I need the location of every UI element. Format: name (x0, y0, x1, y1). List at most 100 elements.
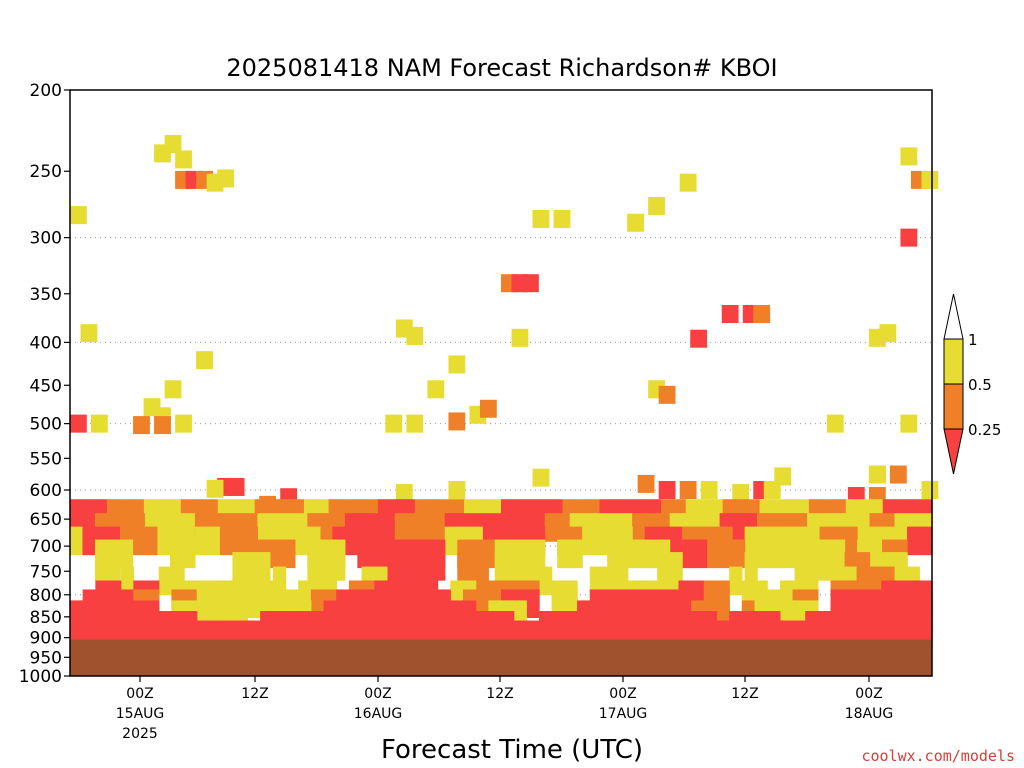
ri-cell (175, 150, 192, 169)
ri-cell (719, 539, 733, 569)
legend-level-label: 1 (968, 331, 978, 349)
y-tick-label: 700 (30, 537, 62, 557)
legend-swatch-0-5-1 (943, 338, 964, 385)
ri-cell (879, 324, 897, 343)
x-tick-year: 2025 (122, 726, 158, 742)
ri-cell (182, 539, 196, 569)
ri-cell (569, 539, 583, 569)
x-tick-date: 15AUG (116, 706, 165, 722)
y-tick-label: 300 (30, 229, 62, 249)
ri-cell (900, 147, 918, 166)
ri-cell (589, 566, 604, 596)
ri-cell (344, 526, 358, 556)
ri-cell (444, 526, 458, 556)
ri-cell (769, 539, 783, 569)
ri-cell (682, 539, 696, 569)
ri-cell (219, 526, 234, 556)
ri-cell (819, 552, 833, 581)
ri-cell (921, 481, 939, 500)
ri-cell (564, 589, 578, 619)
legend-level-label: 0.25 (968, 421, 1001, 439)
ri-cell (448, 412, 466, 431)
ri-cell (158, 566, 173, 596)
y-tick-label: 350 (30, 285, 62, 305)
ri-cell (869, 539, 883, 569)
ri-cell (844, 526, 858, 556)
ri-cell (732, 484, 750, 503)
ri-cell (175, 414, 192, 433)
ri-cell (294, 526, 308, 556)
ri-cell (91, 414, 108, 433)
y-tick-label: 900 (30, 629, 62, 649)
ri-cell (594, 526, 608, 556)
ri-cell (679, 173, 697, 192)
ri-cell (307, 552, 321, 581)
ri-cell (732, 539, 746, 569)
ri-cell (157, 526, 171, 556)
ri-cell (119, 539, 134, 569)
y-tick-label: 550 (30, 449, 62, 469)
chart-title: 2025081418 NAM Forecast Richardson# KBOI (226, 54, 777, 82)
ri-cell (900, 414, 918, 433)
ri-cell (257, 552, 271, 581)
ri-cell (857, 552, 871, 581)
ri-cell (407, 552, 421, 581)
ri-cell (826, 414, 844, 433)
ri-cell (234, 589, 249, 619)
ri-cell (70, 206, 87, 225)
ground-layer (70, 639, 932, 677)
ri-cell (648, 196, 665, 215)
ri-cell (729, 566, 743, 596)
legend-level-label: 0.5 (968, 376, 992, 394)
ri-cell (247, 589, 261, 619)
ri-cell (194, 526, 209, 556)
ri-cell (757, 539, 771, 569)
y-tick-label: 200 (30, 81, 62, 101)
ri-cell (526, 589, 540, 619)
ri-cell (319, 513, 333, 542)
y-tick-label: 750 (30, 562, 62, 582)
x-tick-label: 00Z (126, 686, 153, 702)
y-tick-label: 450 (30, 376, 62, 396)
ri-cell (227, 477, 245, 496)
ri-cell (632, 513, 646, 542)
ri-cell (665, 566, 680, 596)
ri-cell (669, 526, 683, 556)
ri-cell (427, 380, 445, 399)
ri-cell (511, 328, 529, 347)
ri-cell (132, 526, 146, 556)
ri-cell (607, 539, 621, 569)
color-legend: 1 0.5 0.25 (943, 293, 1001, 475)
ri-cell (475, 589, 489, 619)
ri-cell (679, 481, 697, 500)
x-tick-date: 18AUG (845, 706, 894, 722)
ri-cell (782, 539, 796, 569)
ri-cell (767, 589, 781, 619)
ri-cell (807, 513, 821, 542)
ri-cell (857, 513, 871, 542)
ri-cell (637, 474, 655, 493)
ri-cell (244, 552, 258, 581)
ri-cell (744, 526, 758, 556)
x-tick-label: 00Z (855, 686, 882, 702)
ri-cell (196, 351, 213, 370)
ri-cell (164, 135, 182, 154)
ri-cell (868, 566, 882, 596)
ri-cell (70, 414, 87, 433)
ri-cell (82, 526, 96, 556)
legend-arrow-high (943, 293, 964, 340)
ri-cell (557, 539, 571, 569)
ri-cell (707, 539, 721, 569)
ri-cell (919, 526, 933, 556)
ri-cell (582, 526, 596, 556)
ri-cell (482, 513, 496, 542)
ri-cell (868, 465, 886, 484)
ri-cell (94, 552, 109, 581)
ri-cell (627, 213, 644, 232)
ri-cell (721, 304, 739, 323)
ri-cell (120, 566, 134, 596)
ri-cell (619, 539, 633, 569)
ri-cell (694, 539, 708, 569)
ri-cell (479, 399, 497, 418)
